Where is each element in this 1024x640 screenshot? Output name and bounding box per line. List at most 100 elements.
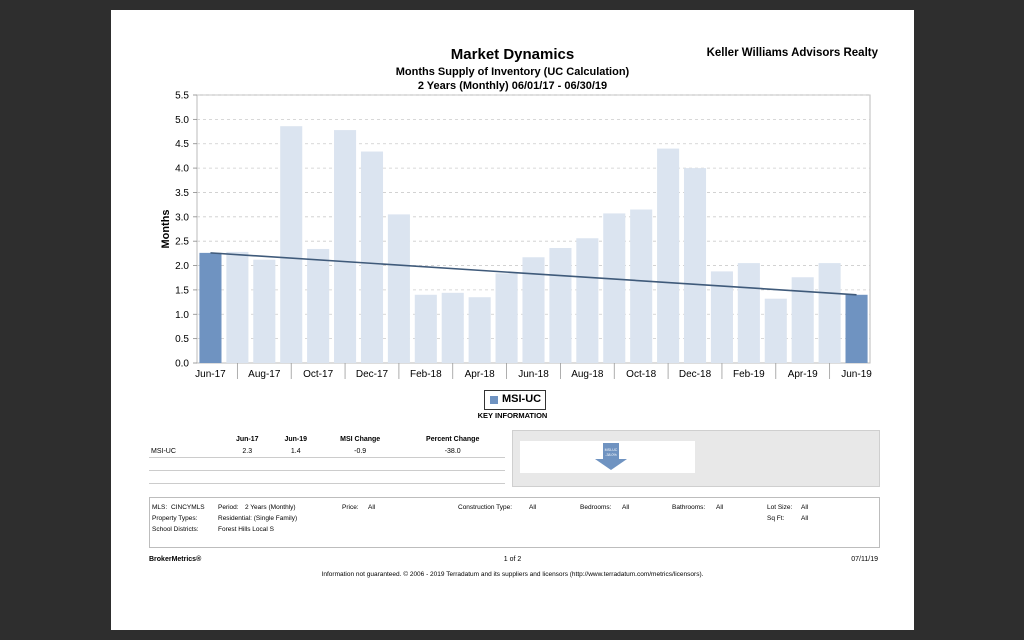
arrow-label: MSI-UC bbox=[605, 448, 618, 452]
y-tick-label: 5.0 bbox=[175, 115, 189, 126]
x-tick-label: Oct-18 bbox=[626, 369, 656, 380]
construction-label: Construction Type: bbox=[458, 504, 513, 511]
chart-subtitle: Months Supply of Inventory (UC Calculati… bbox=[395, 66, 630, 78]
x-tick-label: Jun-17 bbox=[195, 369, 226, 380]
bar bbox=[549, 248, 572, 363]
key-row-percent: -38.0 bbox=[400, 445, 505, 458]
y-tick-label: 1.5 bbox=[175, 285, 189, 296]
key-header-change: MSI Change bbox=[340, 435, 381, 443]
trend-panel: MSI-UC -38.0% bbox=[512, 430, 880, 487]
bathrooms-value: All bbox=[716, 504, 724, 511]
bar bbox=[845, 294, 868, 363]
y-tick-label: 2.0 bbox=[175, 261, 189, 272]
bar bbox=[791, 277, 814, 363]
bar bbox=[199, 252, 222, 363]
bar bbox=[630, 209, 653, 363]
table-row bbox=[149, 470, 505, 484]
bar bbox=[683, 168, 707, 363]
bar bbox=[737, 263, 760, 363]
bar bbox=[441, 292, 464, 363]
x-tick-label: Aug-18 bbox=[571, 369, 604, 380]
y-tick-label: 3.5 bbox=[175, 188, 189, 199]
x-tick-label: Dec-17 bbox=[356, 369, 389, 380]
bar bbox=[387, 214, 410, 363]
trend-indicator-box: MSI-UC -38.0% bbox=[520, 441, 695, 473]
chart-title: Market Dynamics bbox=[450, 46, 575, 63]
bar bbox=[657, 148, 680, 363]
period-value: 2 Years (Monthly) bbox=[245, 504, 296, 511]
x-tick-label: Feb-19 bbox=[733, 369, 765, 380]
bar bbox=[764, 298, 787, 363]
x-tick-label: Feb-18 bbox=[410, 369, 442, 380]
x-tick-label: Jun-18 bbox=[518, 369, 549, 380]
down-arrow-icon: MSI-UC -38.0% bbox=[595, 443, 627, 470]
bedrooms-label: Bedrooms: bbox=[580, 504, 612, 511]
key-header-blank bbox=[149, 433, 223, 445]
y-tick-label: 4.0 bbox=[175, 164, 189, 175]
bar bbox=[522, 257, 545, 363]
footer-date: 07/11/19 bbox=[851, 556, 878, 563]
y-tick-label: 0.0 bbox=[175, 359, 189, 370]
bar bbox=[710, 271, 733, 363]
bar bbox=[226, 251, 249, 363]
y-tick-label: 2.5 bbox=[175, 237, 189, 248]
bar bbox=[818, 263, 841, 363]
legend-label: MSI-UC bbox=[502, 393, 542, 405]
footer-disclaimer: Information not guaranteed. © 2006 - 201… bbox=[321, 571, 704, 578]
y-tick-label: 0.5 bbox=[175, 334, 189, 345]
bar bbox=[253, 259, 276, 363]
key-header-start: Jun-17 bbox=[235, 435, 259, 443]
period-label: Period: bbox=[218, 504, 239, 511]
key-info-title: KEY INFORMATION bbox=[477, 411, 548, 420]
x-tick-label: Apr-19 bbox=[788, 369, 818, 380]
sqft-value: All bbox=[801, 515, 809, 522]
bar bbox=[495, 273, 518, 363]
y-tick-label: 1.0 bbox=[175, 310, 189, 321]
construction-value: All bbox=[529, 504, 537, 511]
price-label: Price: bbox=[342, 504, 359, 511]
mls-value: CINCYMLS bbox=[171, 504, 205, 511]
bar bbox=[468, 297, 491, 363]
lotsize-label: Lot Size: bbox=[767, 504, 793, 511]
footer-brand: BrokerMetrics® bbox=[149, 556, 202, 563]
school-value: Forest Hills Local S bbox=[218, 526, 274, 533]
bar bbox=[576, 238, 599, 363]
x-tick-label: Oct-17 bbox=[303, 369, 333, 380]
bar bbox=[603, 213, 626, 363]
key-row-change: -0.9 bbox=[319, 445, 401, 458]
x-tick-label: Aug-17 bbox=[248, 369, 281, 380]
x-tick-label: Dec-18 bbox=[679, 369, 712, 380]
x-tick-label: Jun-19 bbox=[841, 369, 872, 380]
y-axis-label: Months bbox=[160, 209, 172, 248]
bedrooms-value: All bbox=[622, 504, 630, 511]
bathrooms-label: Bathrooms: bbox=[672, 504, 706, 511]
chart-period: 2 Years (Monthly) 06/01/17 - 06/30/19 bbox=[417, 80, 608, 92]
sqft-label: Sq Ft: bbox=[767, 515, 785, 522]
key-row-end: 1.4 bbox=[271, 445, 320, 458]
bar bbox=[360, 151, 384, 363]
bar bbox=[414, 294, 437, 363]
school-label: School Districts: bbox=[152, 526, 199, 533]
x-tick-label: Apr-18 bbox=[465, 369, 495, 380]
key-row-label: MSI-UC bbox=[149, 445, 223, 458]
key-header-end: Jun-19 bbox=[284, 435, 307, 443]
key-info-table: Jun-17 Jun-19 MSI Change Percent Change … bbox=[149, 433, 505, 484]
trend-line bbox=[210, 252, 857, 296]
filters-box: MLS: CINCYMLS Period: 2 Years (Monthly) … bbox=[149, 497, 880, 548]
bar bbox=[280, 126, 303, 363]
price-value: All bbox=[368, 504, 376, 511]
property-label: Property Types: bbox=[152, 515, 198, 522]
report-page: Market Dynamics Months Supply of Invento… bbox=[111, 10, 914, 630]
legend: MSI-UC bbox=[484, 390, 546, 410]
y-tick-label: 4.5 bbox=[175, 139, 189, 150]
table-row: MSI-UC 2.3 1.4 -0.9 -38.0 bbox=[149, 445, 505, 458]
key-row-start: 2.3 bbox=[223, 445, 272, 458]
property-value: Residential: (Single Family) bbox=[218, 515, 298, 522]
mls-label: MLS: bbox=[152, 504, 168, 511]
arrow-value: -38.0% bbox=[605, 453, 617, 457]
key-header-percent: Percent Change bbox=[426, 435, 480, 443]
bar bbox=[307, 248, 330, 363]
table-row bbox=[149, 457, 505, 471]
y-tick-label: 5.5 bbox=[175, 91, 189, 102]
legend-swatch bbox=[490, 396, 498, 404]
